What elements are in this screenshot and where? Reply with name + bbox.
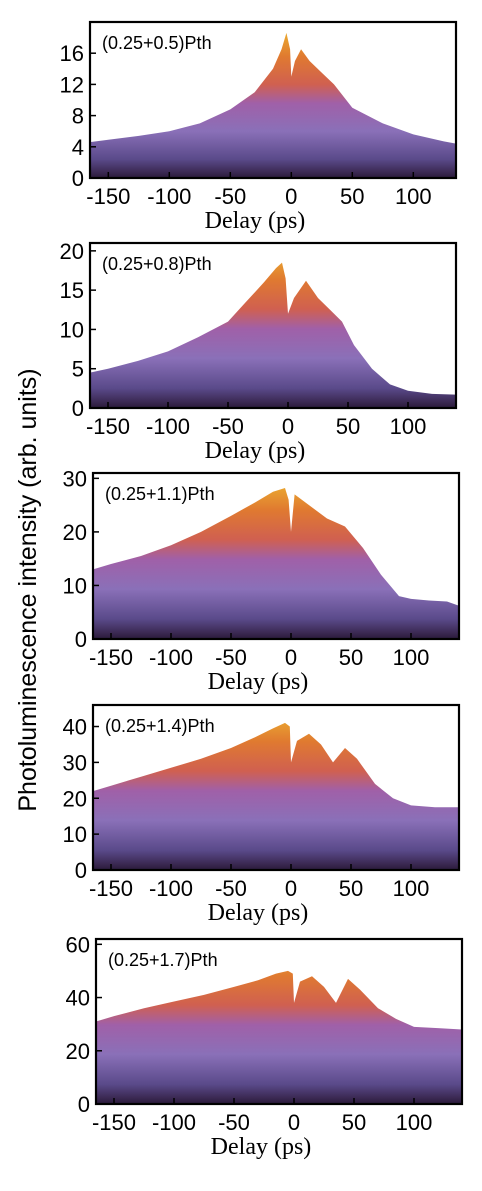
pump-power-annotation: (0.25+0.8)Pth: [102, 254, 212, 274]
y-tick-label: 20: [63, 786, 87, 811]
x-tick-label: 50: [339, 876, 363, 901]
x-tick-label: 100: [396, 1110, 433, 1135]
y-tick-label: 0: [72, 396, 84, 421]
plot-frame: [94, 937, 464, 1106]
x-tick-label: -100: [152, 1110, 196, 1135]
x-tick-label: -50: [215, 876, 247, 901]
y-axis-label: Photoluminescence intensity (arb. units): [14, 368, 42, 811]
x-tick-label: 50: [336, 414, 360, 439]
x-tick-label: -150: [92, 1110, 136, 1135]
y-tick-label: 0: [78, 1092, 90, 1117]
x-tick-label: 100: [395, 184, 432, 209]
chart-panel-3: 0 10 20 30 -150 -100 -50 0 50 100 Delay (ps) (0.25+…: [63, 466, 461, 695]
x-axis-label: Delay (ps): [205, 208, 306, 234]
chart-panel-5: 0 20 40 60 -150 -100 -50 0 50 100 Delay (ps) (0.25+…: [66, 932, 464, 1160]
y-tick-label: 20: [63, 520, 87, 545]
x-tick-label: 100: [393, 876, 430, 901]
x-tick-label: -150: [86, 414, 130, 439]
y-tick-label: 8: [72, 104, 84, 129]
pump-power-annotation: (0.25+1.1)Pth: [105, 484, 215, 504]
y-tick-label: 60: [66, 932, 90, 957]
chart-panel-1: 0 4 8 12 16 -150 -100 -50 0 50 100 Delay (ps) (0.25+…: [60, 20, 458, 234]
pl-area-series: [90, 262, 456, 408]
x-tick-label: -100: [146, 414, 190, 439]
x-tick-label: 0: [285, 184, 297, 209]
pump-power-annotation: (0.25+0.5)Pth: [102, 33, 212, 53]
pump-power-annotation: (0.25+1.7)Pth: [108, 950, 218, 970]
x-axis-label: Delay (ps): [205, 438, 306, 464]
plot-frame: [91, 703, 461, 872]
y-tick-label: 0: [75, 858, 87, 883]
y-tick-label: 30: [63, 750, 87, 775]
x-tick-label: 0: [285, 645, 297, 670]
y-tick-label: 40: [66, 986, 90, 1011]
x-tick-label: -50: [215, 645, 247, 670]
y-tick-label: 10: [63, 573, 87, 598]
y-tick-label: 30: [63, 466, 87, 491]
y-tick-label: 10: [63, 822, 87, 847]
pl-area-series: [96, 970, 462, 1104]
x-tick-label: -150: [89, 876, 133, 901]
y-tick-label: 20: [60, 239, 84, 264]
y-tick-label: 40: [63, 715, 87, 740]
y-tick-label: 0: [75, 627, 87, 652]
x-axis-label: Delay (ps): [208, 900, 309, 926]
pump-power-annotation: (0.25+1.4)Pth: [105, 716, 215, 736]
plot-frame: [88, 241, 458, 410]
chart-panel-4: 0 10 20 30 40 -150 -100 -50 0 50 100 Delay (ps) (0.2…: [63, 703, 461, 926]
pl-area-series: [93, 487, 459, 639]
y-tick-label: 16: [60, 41, 84, 66]
x-tick-label: -50: [212, 414, 244, 439]
x-tick-label: 50: [342, 1110, 366, 1135]
x-tick-label: 50: [339, 645, 363, 670]
pl-area-series: [90, 32, 456, 178]
x-tick-label: 100: [393, 645, 430, 670]
plot-frame: [91, 471, 461, 641]
chart-panel-2: 0 5 10 15 20 -150 -100 -50 0 50 100 Delay (ps) (0.25…: [60, 239, 458, 464]
x-tick-label: -150: [89, 645, 133, 670]
x-tick-label: 0: [282, 414, 294, 439]
pl-area-series: [93, 722, 459, 870]
y-tick-label: 20: [66, 1039, 90, 1064]
y-tick-label: 10: [60, 317, 84, 342]
y-tick-label: 5: [72, 357, 84, 382]
y-tick-label: 4: [72, 135, 84, 160]
y-tick-label: 15: [60, 278, 84, 303]
x-tick-label: 100: [390, 414, 427, 439]
x-axis-label: Delay (ps): [208, 669, 309, 695]
x-tick-label: 0: [285, 876, 297, 901]
x-tick-label: -100: [147, 184, 191, 209]
x-tick-label: 0: [288, 1110, 300, 1135]
x-tick-label: -50: [218, 1110, 250, 1135]
x-tick-label: -50: [214, 184, 246, 209]
plot-frame: [88, 20, 458, 180]
y-tick-label: 12: [60, 72, 84, 97]
y-tick-label: 0: [72, 166, 84, 191]
x-axis-label: Delay (ps): [211, 1134, 312, 1160]
x-tick-label: -100: [149, 645, 193, 670]
x-tick-label: -150: [86, 184, 130, 209]
x-tick-label: -100: [149, 876, 193, 901]
x-tick-label: 50: [340, 184, 364, 209]
